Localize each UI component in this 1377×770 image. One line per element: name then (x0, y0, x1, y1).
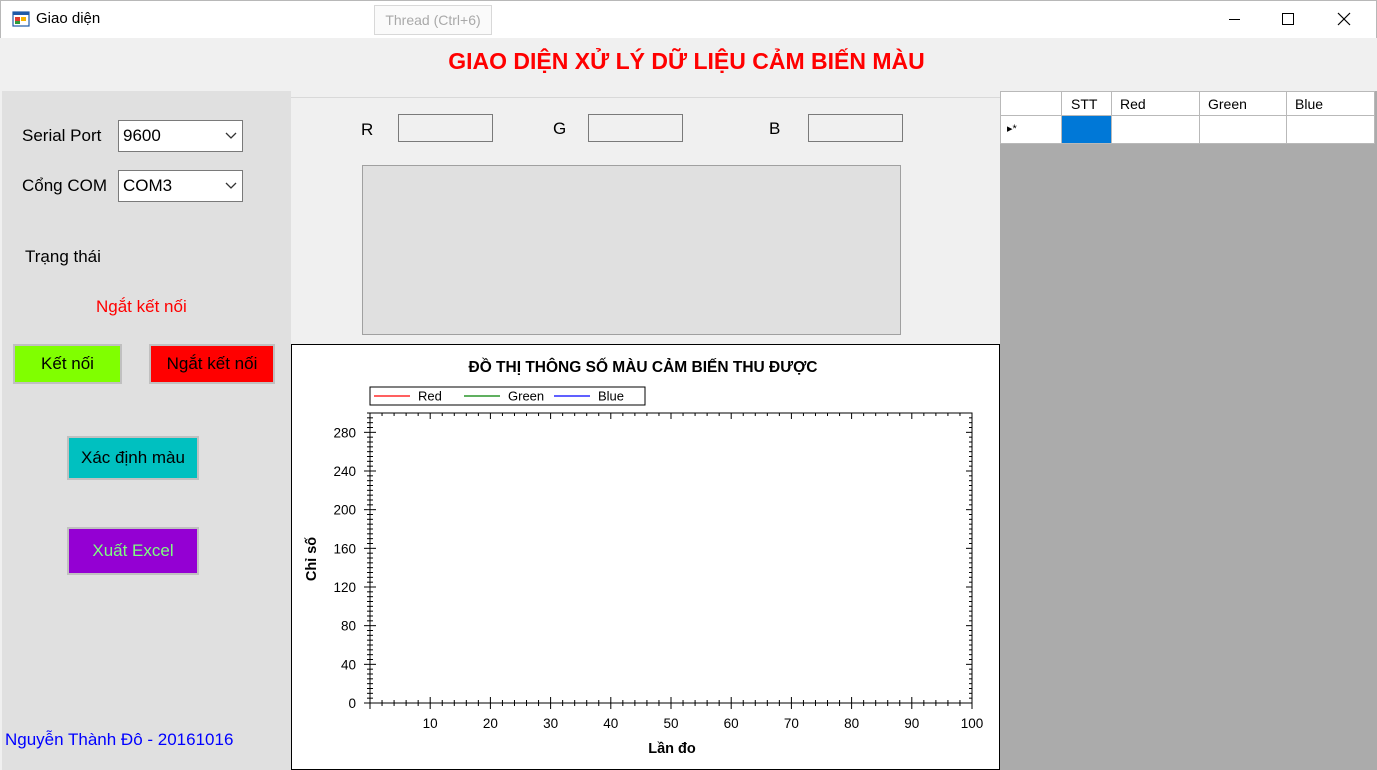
legend-label-blue: Blue (598, 389, 624, 404)
r-label: R (361, 120, 374, 139)
x-tick-label: 90 (904, 716, 919, 731)
x-tick-label: 60 (724, 716, 739, 731)
thread-button[interactable]: Thread (Ctrl+6) (374, 5, 492, 35)
grid-cell-blue[interactable] (1287, 116, 1375, 144)
plot-area (369, 412, 973, 704)
serial-port-value: 9600 (123, 126, 161, 145)
connection-status: Ngắt kết nối (96, 297, 187, 316)
y-tick-label: 160 (333, 541, 356, 556)
serial-port-label: Serial Port (22, 126, 102, 145)
y-tick-label: 40 (341, 657, 356, 672)
minimize-button[interactable] (1210, 0, 1260, 38)
grid-header-blue[interactable]: Blue (1287, 91, 1375, 116)
x-tick-label: 50 (663, 716, 678, 731)
grid-corner-header (1000, 91, 1062, 116)
chevron-down-icon (225, 182, 237, 189)
grid-cell-red[interactable] (1112, 116, 1200, 144)
chart: ĐỒ THỊ THÔNG SỐ MÀU CẢM BIẾN THU ĐƯỢC Re… (304, 358, 984, 757)
grid-cell-green[interactable] (1200, 116, 1287, 144)
com-port-select[interactable]: COM3 (118, 170, 243, 202)
chart-panel: ĐỒ THỊ THÔNG SỐ MÀU CẢM BIẾN THU ĐƯỢC Re… (291, 344, 1000, 770)
title-bar (0, 0, 1377, 38)
x-tick-label: 70 (784, 716, 799, 731)
minimize-icon (1229, 19, 1240, 20)
y-tick-label: 240 (333, 464, 356, 479)
app-icon (12, 11, 30, 27)
grid-header-red[interactable]: Red (1112, 91, 1200, 116)
chart-title: ĐỒ THỊ THÔNG SỐ MÀU CẢM BIẾN THU ĐƯỢC (469, 358, 818, 376)
x-tick-label: 30 (543, 716, 558, 731)
serial-port-select[interactable]: 9600 (118, 120, 243, 152)
legend-label-red: Red (418, 389, 442, 404)
chevron-down-icon (225, 132, 237, 139)
legend-box (369, 386, 646, 406)
y-tick-label: 120 (333, 580, 356, 595)
b-value-field[interactable] (808, 114, 903, 142)
disconnect-button[interactable]: Ngắt kết nối (149, 344, 275, 384)
close-button[interactable] (1318, 0, 1368, 38)
x-tick-label: 40 (603, 716, 618, 731)
maximize-icon (1282, 13, 1294, 25)
grid-header-stt[interactable]: STT (1062, 91, 1112, 116)
legend-label-green: Green (508, 389, 544, 404)
y-tick-label: 280 (333, 425, 356, 440)
y-tick-label: 80 (341, 619, 356, 634)
data-grid[interactable]: STT Red Green Blue ▸* (1000, 91, 1377, 770)
x-tick-label: 20 (483, 716, 498, 731)
color-preview-box (362, 165, 901, 335)
g-label: G (553, 119, 567, 138)
y-axis-label: Chỉ số (304, 537, 320, 581)
com-port-value: COM3 (123, 176, 173, 195)
y-tick-label: 200 (333, 503, 356, 518)
window-title: Giao diện (36, 10, 101, 27)
connect-button[interactable]: Kết nối (13, 344, 122, 384)
com-port-label: Cổng COM (22, 176, 108, 195)
maximize-button[interactable] (1263, 0, 1313, 38)
author-label: Nguyễn Thành Đô - 20161016 (5, 730, 234, 749)
left-panel (2, 91, 291, 770)
axis-ticks: 0 40 80 120 160 200 240 280 10 20 30 40 50 60 70 80 90 10… (333, 412, 984, 731)
x-axis-label: Lần đo (648, 741, 696, 757)
chart-legend: Red Green Blue (369, 386, 646, 406)
x-tick-label: 80 (844, 716, 859, 731)
close-icon (1337, 12, 1351, 26)
export-excel-button[interactable]: Xuất Excel (67, 527, 199, 575)
y-tick-label: 0 (348, 696, 356, 711)
page-title: GIAO DIỆN XỬ LÝ DỮ LIỆU CẢM BIẾN MÀU (448, 48, 925, 74)
status-label: Trạng thái (25, 247, 101, 266)
x-tick-label: 100 (961, 716, 984, 731)
row-header-new[interactable]: ▸* (1000, 116, 1062, 144)
r-value-field[interactable] (398, 114, 493, 142)
b-label: B (769, 119, 781, 138)
divider (291, 97, 1000, 98)
grid-header-green[interactable]: Green (1200, 91, 1287, 116)
g-value-field[interactable] (588, 114, 683, 142)
identify-color-button[interactable]: Xác định màu (67, 436, 199, 480)
x-tick-label: 10 (423, 716, 438, 731)
grid-cell-stt[interactable] (1062, 116, 1112, 144)
